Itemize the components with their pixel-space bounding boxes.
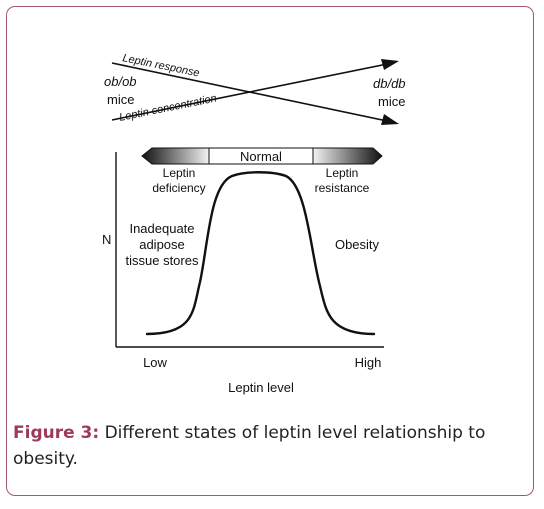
x-high-label: High: [355, 355, 382, 370]
db-db-label: db/db: [373, 76, 406, 91]
bar-left-gradient: [141, 147, 210, 165]
distribution-plot: N Inadequate adipose tissue stores Obesi…: [102, 152, 384, 395]
bar-right-gradient: [312, 147, 383, 165]
y-axis-label: N: [102, 232, 111, 247]
inadequate-stores-line3: tissue stores: [126, 253, 199, 268]
figure-diagram: Leptin response Leptin concentration ob/…: [102, 52, 406, 395]
ob-ob-mice-label: mice: [107, 92, 134, 107]
leptin-deficiency-line1: Leptin: [163, 166, 196, 180]
caption-text: Different states of leptin level relatio…: [13, 423, 486, 469]
leptin-range-bar: Normal Leptin deficiency Leptin resistan…: [141, 147, 383, 195]
obesity-label: Obesity: [335, 237, 380, 252]
x-low-label: Low: [143, 355, 167, 370]
leptin-deficiency-line2: deficiency: [152, 181, 205, 195]
leptin-response-arrow: [111, 62, 393, 123]
leptin-response-arrowhead: [381, 114, 399, 125]
crossing-arrows: Leptin response Leptin concentration ob/…: [104, 52, 406, 125]
leptin-resistance-line2: resistance: [315, 181, 370, 195]
inadequate-stores-line2: adipose: [139, 237, 185, 252]
normal-label: Normal: [240, 149, 282, 164]
ob-ob-label: ob/ob: [104, 74, 137, 89]
db-db-mice-label: mice: [378, 94, 405, 109]
inadequate-stores-line1: Inadequate: [129, 221, 194, 236]
leptin-resistance-line1: Leptin: [326, 166, 359, 180]
figure-caption: Figure 3: Different states of leptin lev…: [13, 420, 513, 472]
leptin-concentration-arrow: [111, 62, 393, 121]
caption-label: Figure 3:: [13, 423, 100, 443]
bell-curve: [145, 171, 376, 336]
leptin-concentration-arrowhead: [381, 59, 399, 70]
x-axis-label: Leptin level: [228, 380, 294, 395]
